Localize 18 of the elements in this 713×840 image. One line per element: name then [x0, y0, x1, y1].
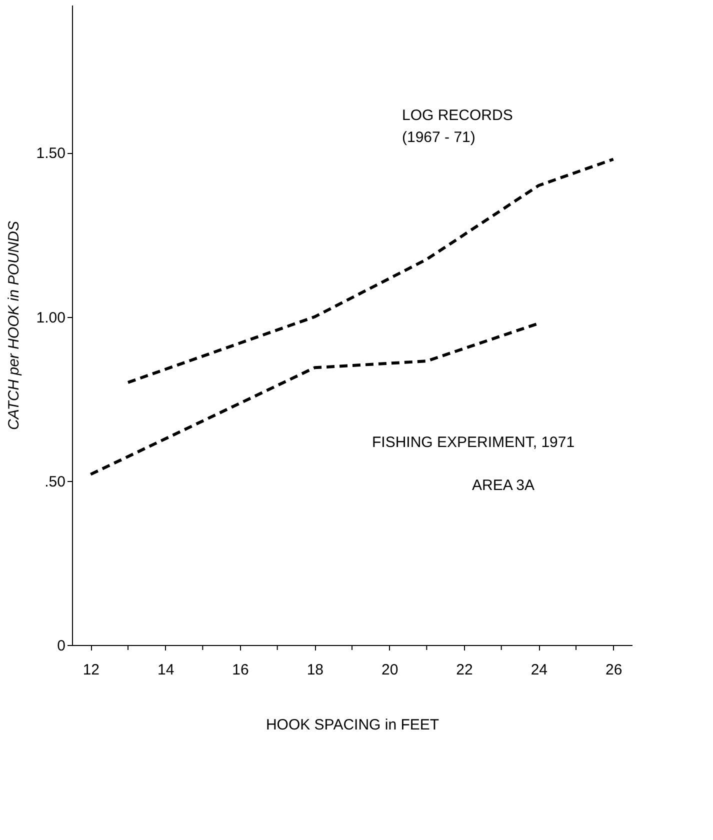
x-tick-label: 14 [157, 662, 174, 678]
y-axis-title: CATCH per HOOK in POUNDS [5, 221, 22, 430]
y-tick-label: 1.00 [36, 309, 66, 326]
x-tick-label: 16 [232, 662, 249, 678]
x-tick-label: 18 [306, 662, 324, 678]
annotation: LOG RECORDS (1967 - 71) [402, 107, 513, 146]
x-axis-title: HOOK SPACING in FEET [266, 716, 440, 734]
y-tick-label: .50 [44, 473, 66, 490]
y-tick-label: 0 [57, 638, 66, 654]
x-tick-label: 20 [381, 662, 398, 678]
annotation: FISHING EXPERIMENT, 1971 [372, 434, 575, 451]
line-series [126, 158, 615, 384]
y-tick-label: 1.50 [36, 145, 66, 162]
x-tick-label: 12 [82, 662, 100, 678]
annotation: AREA 3A [472, 477, 535, 494]
x-tick-label: 26 [605, 662, 622, 678]
x-tick-label: 22 [456, 662, 473, 678]
x-tick-label: 24 [530, 662, 548, 678]
